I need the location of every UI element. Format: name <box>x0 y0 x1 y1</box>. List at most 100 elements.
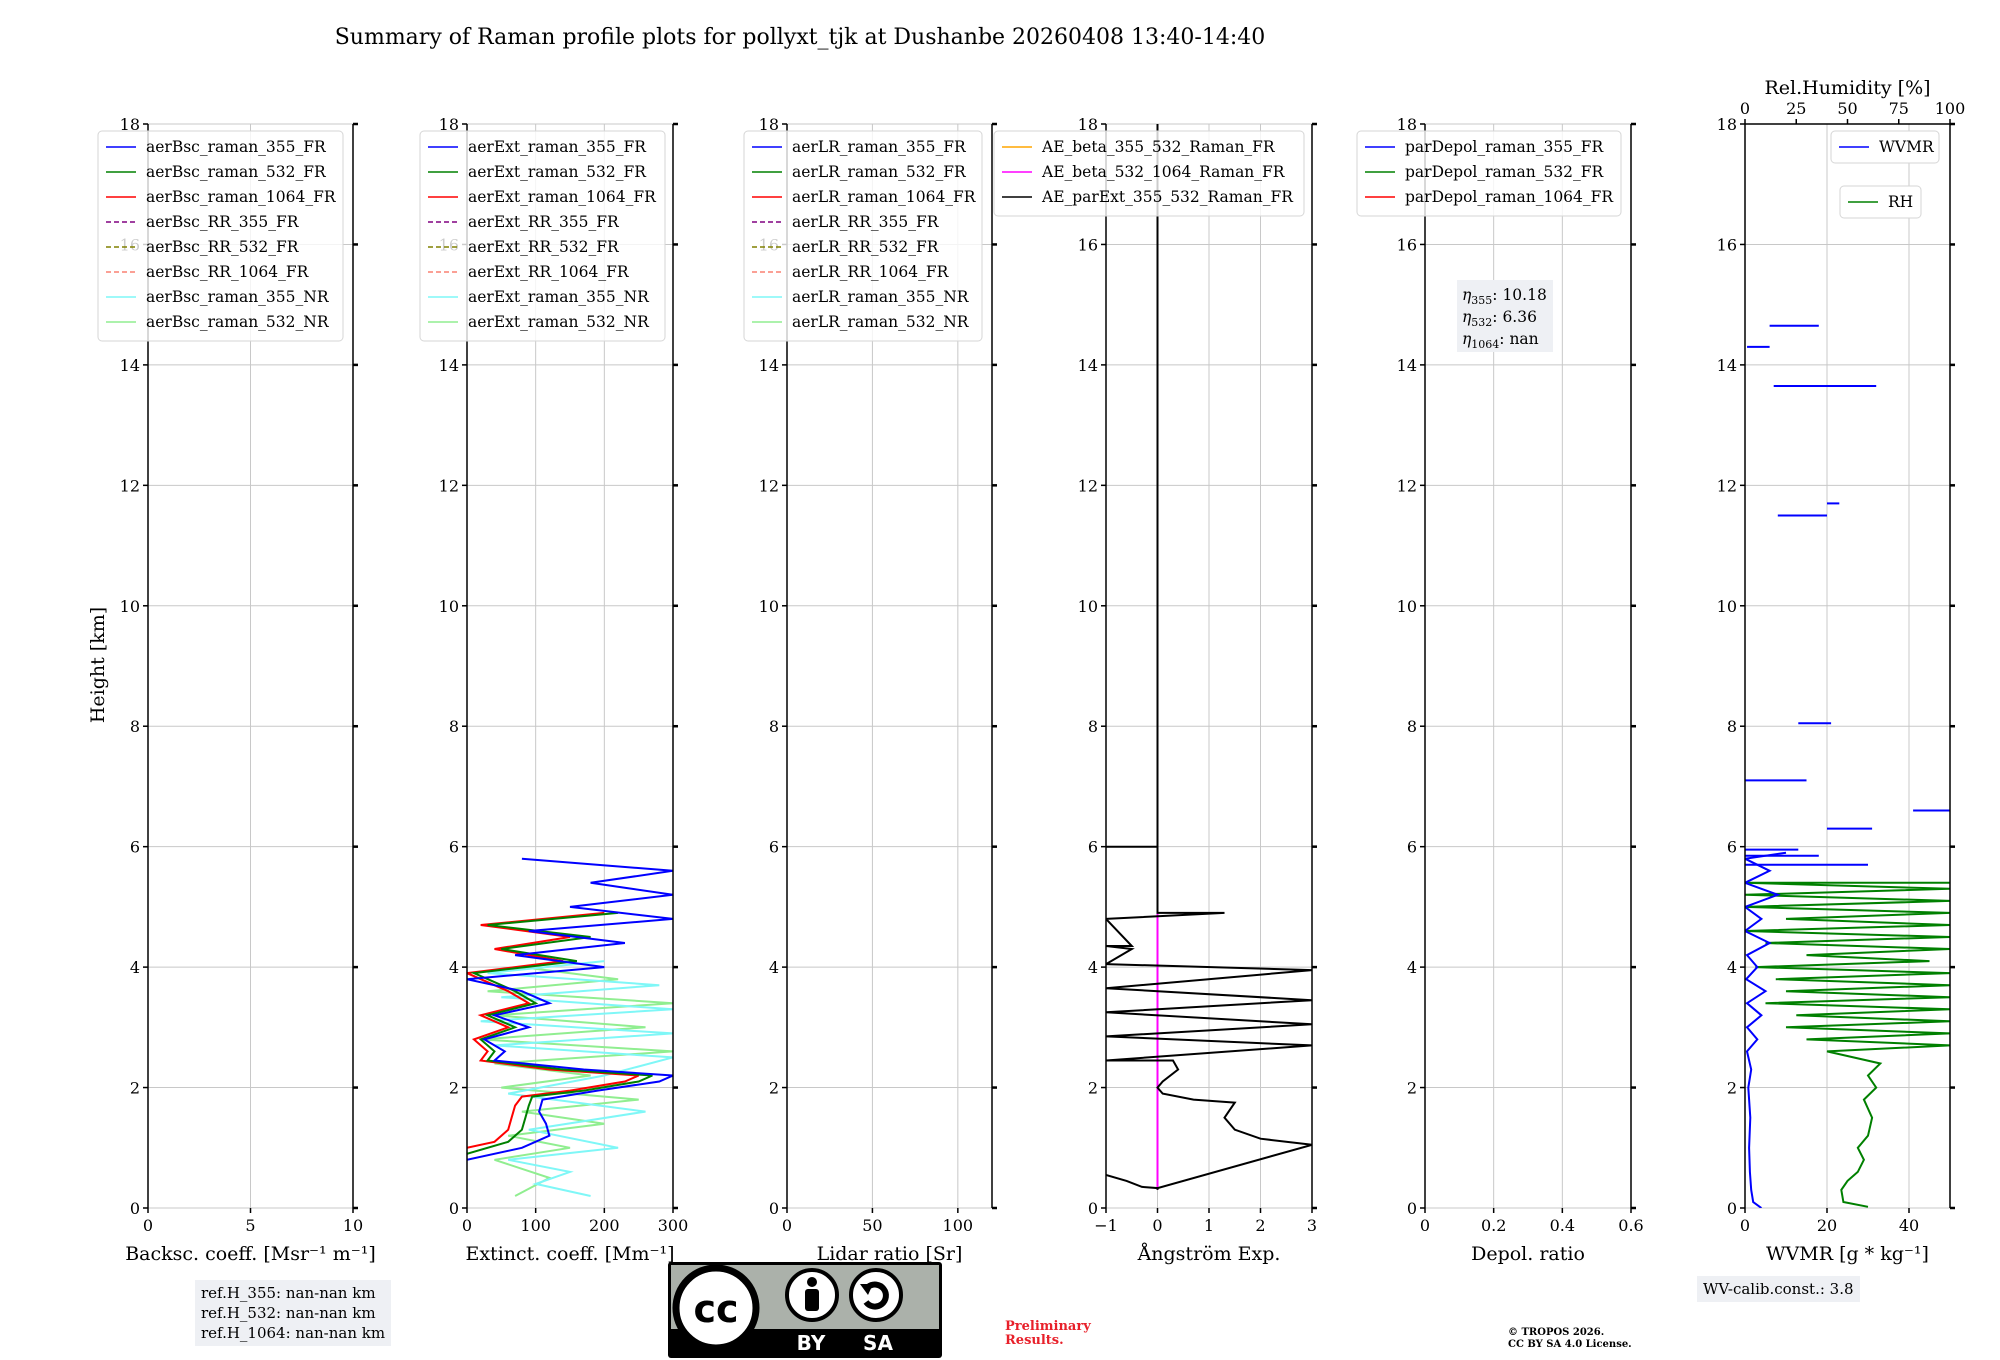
y-tick-label: 2 <box>449 1079 459 1098</box>
x-tick-label: 0.4 <box>1550 1216 1575 1235</box>
legend-entry: aerBsc_raman_355_NR <box>146 288 330 306</box>
legend-entry: aerBsc_RR_1064_FR <box>146 263 310 281</box>
y-tick-label: 18 <box>1717 115 1737 134</box>
y-tick-label: 4 <box>1407 958 1417 977</box>
eta-subscript: 532 <box>1471 316 1492 329</box>
x-tick-label: 100 <box>520 1216 551 1235</box>
legend-entry: RH <box>1888 193 1913 211</box>
eta-value: : 10.18 <box>1492 286 1547 304</box>
y-tick-label: 4 <box>1727 958 1737 977</box>
y-tick-label: 2 <box>130 1079 140 1098</box>
y-tick-label: 14 <box>439 356 459 375</box>
legend-wv: WVMR RH <box>1830 130 1940 219</box>
x-axis-label: Ångström Exp. <box>1137 1243 1281 1265</box>
y-tick-label: 10 <box>1078 597 1098 616</box>
x-axis-label: Extinct. coeff. [Mm⁻¹] <box>465 1243 674 1265</box>
legend-entry: aerLR_RR_355_FR <box>792 213 940 231</box>
legend-entry: aerExt_raman_532_FR <box>468 163 647 181</box>
legend-frame <box>97 130 344 342</box>
x-tick-label: 0 <box>143 1216 153 1235</box>
y-tick-label: 0 <box>1727 1199 1737 1218</box>
legend-frame <box>1356 130 1622 217</box>
x-tick-label: 0 <box>1740 1216 1750 1235</box>
legend-entry: aerBsc_RR_532_FR <box>146 238 300 256</box>
depol-annotation-line: η1064: nan <box>1462 330 1539 351</box>
series-aerExt_raman_532_FR <box>467 911 653 1155</box>
by-person-head <box>807 1277 817 1287</box>
x-tick-label: 5 <box>245 1216 255 1235</box>
legend-entry: aerBsc_RR_355_FR <box>146 213 300 231</box>
panel-ext: 0246810121416180100200300Extinct. coeff.… <box>419 115 689 1265</box>
cc-by-sa-license-badge: cc BY SA <box>668 1262 942 1358</box>
y-tick-label: 16 <box>1717 235 1737 254</box>
y-tick-label: 8 <box>449 717 459 736</box>
y-tick-label: 12 <box>439 476 459 495</box>
y-tick-label: 14 <box>120 356 140 375</box>
y-tick-label: 18 <box>759 115 779 134</box>
sa-arrowhead <box>860 1284 873 1295</box>
legend-entry: aerLR_raman_532_NR <box>792 313 970 331</box>
y-tick-label: 16 <box>1078 235 1098 254</box>
y-tick-label: 14 <box>759 356 779 375</box>
y-tick-label: 4 <box>1088 958 1098 977</box>
series-WVMR <box>1745 851 1787 1208</box>
preliminary-line-1: Preliminary <box>1005 1319 1091 1334</box>
top-x-tick-label: 50 <box>1837 99 1857 118</box>
x-axis-label: WVMR [g * kg⁻¹] <box>1766 1243 1929 1265</box>
y-tick-label: 18 <box>120 115 140 134</box>
by-person-body <box>805 1289 819 1311</box>
y-tick-label: 2 <box>1727 1079 1737 1098</box>
series-aerExt_raman_355_NR <box>480 960 673 1197</box>
preliminary-results-note: Preliminary Results. <box>1005 1320 1091 1348</box>
y-tick-label: 0 <box>1088 1199 1098 1218</box>
x-tick-label: 50 <box>862 1216 882 1235</box>
legend-entry: WVMR <box>1879 138 1935 156</box>
x-tick-label: 10 <box>343 1216 363 1235</box>
copyright-note: © TROPOS 2026. CC BY SA 4.0 License. <box>1508 1327 1632 1351</box>
legend-frame <box>993 130 1305 217</box>
series-aerExt_raman_532_NR <box>480 966 673 1197</box>
x-tick-label: 0 <box>462 1216 472 1235</box>
legend-frame <box>419 130 666 342</box>
legend-entry: aerExt_RR_1064_FR <box>468 263 630 281</box>
y-tick-label: 18 <box>1397 115 1417 134</box>
y-tick-label: 10 <box>759 597 779 616</box>
y-tick-label: 12 <box>1717 476 1737 495</box>
y-tick-label: 4 <box>769 958 779 977</box>
x-tick-label: 0 <box>1152 1216 1162 1235</box>
x-tick-label: 300 <box>658 1216 689 1235</box>
y-tick-label: 4 <box>130 958 140 977</box>
y-tick-label: 2 <box>1407 1079 1417 1098</box>
y-tick-label: 10 <box>120 597 140 616</box>
legend-entry: aerLR_RR_1064_FR <box>792 263 950 281</box>
y-tick-label: 0 <box>1407 1199 1417 1218</box>
legend-entry: AE_beta_532_1064_Raman_FR <box>1041 163 1286 181</box>
depol-annotation-line: η532: 6.36 <box>1462 308 1537 329</box>
x-tick-label: 0 <box>1420 1216 1430 1235</box>
y-tick-label: 0 <box>449 1199 459 1218</box>
y-tick-label: 12 <box>120 476 140 495</box>
top-x-tick-label: 25 <box>1786 99 1806 118</box>
y-tick-label: 4 <box>449 958 459 977</box>
legend-entry: parDepol_raman_355_FR <box>1405 138 1605 156</box>
legend-entry: AE_parExt_355_532_Raman_FR <box>1041 188 1294 206</box>
legend-entry: aerLR_raman_532_FR <box>792 163 967 181</box>
series-AE_parExt_355_532_Raman_FR <box>1106 124 1312 1190</box>
depol-annotation-line: η355: 10.18 <box>1462 286 1547 307</box>
y-tick-label: 2 <box>769 1079 779 1098</box>
legend-entry: aerBsc_raman_532_NR <box>146 313 330 331</box>
refh-1064: ref.H_1064: nan-nan km <box>201 1324 386 1342</box>
x-tick-label: 1 <box>1204 1216 1214 1235</box>
legend: aerLR_raman_355_FR aerLR_raman_532_FR aerL… <box>743 130 983 342</box>
series-RH <box>1745 881 1950 1208</box>
series-aerExt_raman_1064_FR <box>467 911 640 1149</box>
by-label: BY <box>797 1331 826 1355</box>
legend-entry: aerLR_raman_355_NR <box>792 288 970 306</box>
x-tick-label: 200 <box>589 1216 620 1235</box>
y-tick-label: 8 <box>769 717 779 736</box>
legend-entry: aerLR_raman_355_FR <box>792 138 967 156</box>
y-tick-label: 18 <box>1078 115 1098 134</box>
y-tick-label: 6 <box>130 838 140 857</box>
refh-355: ref.H_355: nan-nan km <box>201 1284 376 1302</box>
